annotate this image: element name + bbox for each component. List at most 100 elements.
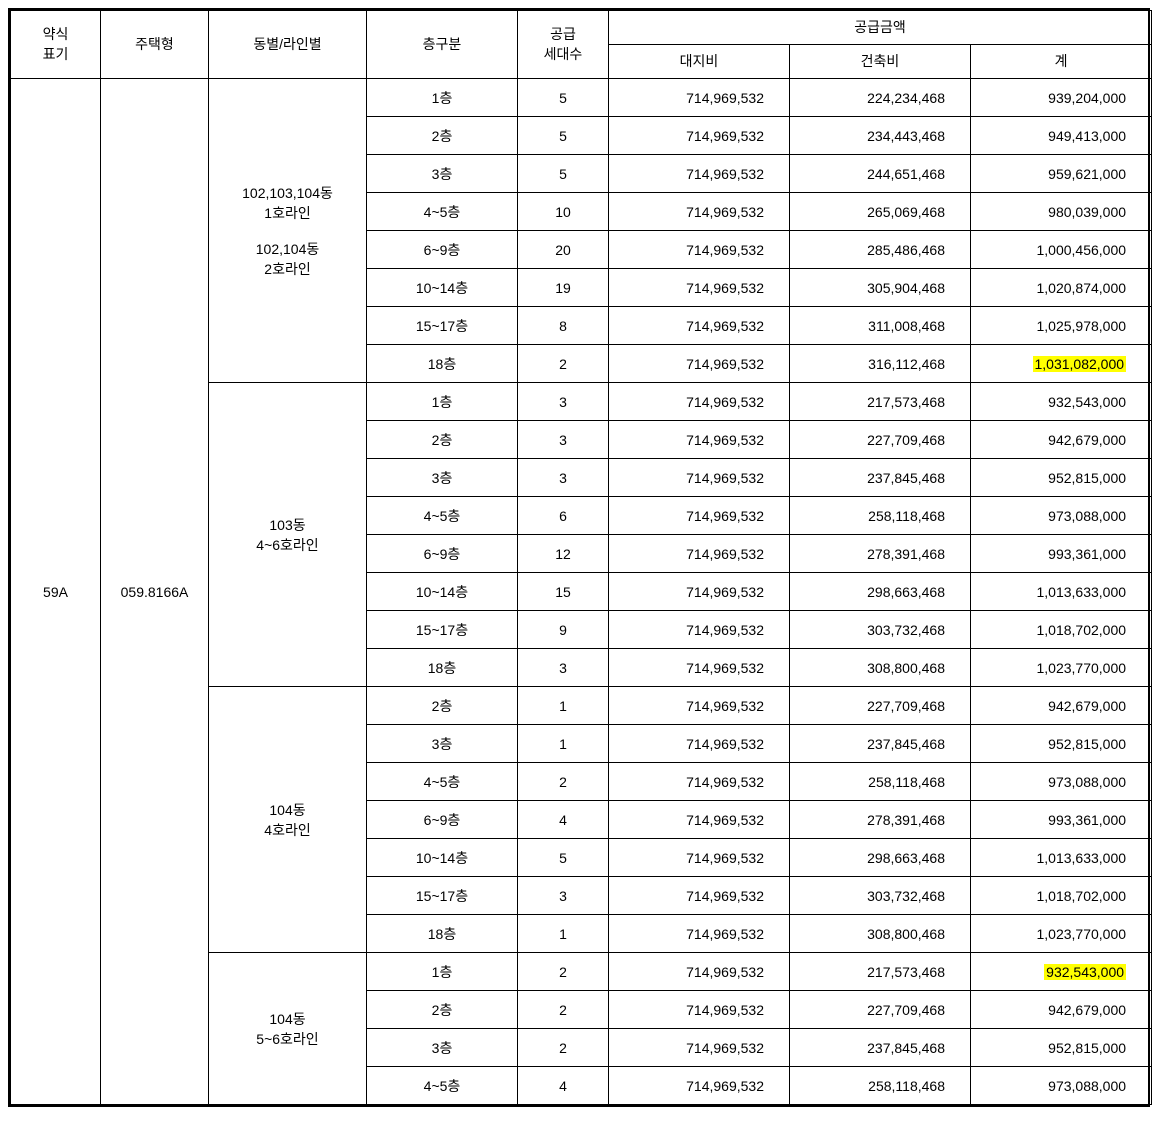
cell-units: 1 [518, 915, 609, 953]
cell-units: 6 [518, 497, 609, 535]
cell-floor: 2층 [367, 991, 518, 1029]
cell-total: 932,543,000 [971, 383, 1152, 421]
cell-floor: 15~17층 [367, 877, 518, 915]
cell-units: 3 [518, 383, 609, 421]
header-total: 계 [971, 45, 1152, 79]
cell-floor: 3층 [367, 459, 518, 497]
cell-total: 932,543,000 [971, 953, 1152, 991]
cell-total: 952,815,000 [971, 725, 1152, 763]
cell-floor: 6~9층 [367, 535, 518, 573]
cell-land: 714,969,532 [609, 193, 790, 231]
cell-total: 942,679,000 [971, 991, 1152, 1029]
cell-build: 237,845,468 [790, 1029, 971, 1067]
cell-units: 1 [518, 687, 609, 725]
cell-total: 1,018,702,000 [971, 611, 1152, 649]
cell-dongline: 102,103,104동1호라인 102,104동2호라인 [209, 79, 367, 383]
cell-floor: 2층 [367, 117, 518, 155]
cell-land: 714,969,532 [609, 421, 790, 459]
cell-floor: 10~14층 [367, 839, 518, 877]
header-short: 약식표기 [11, 11, 101, 79]
cell-land: 714,969,532 [609, 991, 790, 1029]
cell-floor: 2층 [367, 421, 518, 459]
header-floor: 층구분 [367, 11, 518, 79]
cell-land: 714,969,532 [609, 307, 790, 345]
cell-total: 993,361,000 [971, 535, 1152, 573]
cell-land: 714,969,532 [609, 649, 790, 687]
cell-total: 1,023,770,000 [971, 649, 1152, 687]
cell-build: 217,573,468 [790, 953, 971, 991]
cell-build: 265,069,468 [790, 193, 971, 231]
cell-total: 942,679,000 [971, 421, 1152, 459]
cell-total: 1,025,978,000 [971, 307, 1152, 345]
cell-total: 942,679,000 [971, 687, 1152, 725]
table-body: 59A059.8166A102,103,104동1호라인 102,104동2호라… [11, 79, 1152, 1105]
cell-build: 305,904,468 [790, 269, 971, 307]
cell-floor: 18층 [367, 649, 518, 687]
cell-land: 714,969,532 [609, 877, 790, 915]
cell-floor: 4~5층 [367, 193, 518, 231]
cell-total: 1,023,770,000 [971, 915, 1152, 953]
cell-floor: 1층 [367, 953, 518, 991]
cell-land: 714,969,532 [609, 383, 790, 421]
cell-build: 278,391,468 [790, 535, 971, 573]
cell-build: 227,709,468 [790, 991, 971, 1029]
cell-dongline: 103동4~6호라인 [209, 383, 367, 687]
cell-build: 227,709,468 [790, 687, 971, 725]
cell-total: 959,621,000 [971, 155, 1152, 193]
cell-units: 2 [518, 763, 609, 801]
cell-units: 1 [518, 725, 609, 763]
cell-build: 308,800,468 [790, 915, 971, 953]
cell-total: 1,013,633,000 [971, 839, 1152, 877]
cell-land: 714,969,532 [609, 155, 790, 193]
cell-units: 10 [518, 193, 609, 231]
cell-land: 714,969,532 [609, 763, 790, 801]
cell-total: 973,088,000 [971, 497, 1152, 535]
cell-floor: 4~5층 [367, 497, 518, 535]
cell-units: 5 [518, 155, 609, 193]
cell-units: 5 [518, 839, 609, 877]
cell-land: 714,969,532 [609, 687, 790, 725]
cell-total: 949,413,000 [971, 117, 1152, 155]
cell-land: 714,969,532 [609, 1067, 790, 1105]
cell-units: 3 [518, 459, 609, 497]
table-header: 약식표기 주택형 동별/라인별 층구분 공급세대수 공급금액 대지비 건축비 계 [11, 11, 1152, 79]
header-dongline: 동별/라인별 [209, 11, 367, 79]
cell-land: 714,969,532 [609, 535, 790, 573]
cell-units: 20 [518, 231, 609, 269]
cell-total: 939,204,000 [971, 79, 1152, 117]
cell-units: 3 [518, 421, 609, 459]
cell-floor: 6~9층 [367, 231, 518, 269]
cell-land: 714,969,532 [609, 117, 790, 155]
cell-land: 714,969,532 [609, 611, 790, 649]
cell-land: 714,969,532 [609, 79, 790, 117]
cell-land: 714,969,532 [609, 725, 790, 763]
header-supply-group: 공급금액 [609, 11, 1152, 45]
table-row: 59A059.8166A102,103,104동1호라인 102,104동2호라… [11, 79, 1152, 117]
cell-land: 714,969,532 [609, 839, 790, 877]
cell-units: 19 [518, 269, 609, 307]
cell-build: 308,800,468 [790, 649, 971, 687]
cell-units: 4 [518, 801, 609, 839]
cell-floor: 4~5층 [367, 1067, 518, 1105]
cell-total: 952,815,000 [971, 459, 1152, 497]
cell-units: 15 [518, 573, 609, 611]
price-table-wrap: 약식표기 주택형 동별/라인별 층구분 공급세대수 공급금액 대지비 건축비 계… [8, 8, 1150, 1107]
cell-land: 714,969,532 [609, 269, 790, 307]
cell-total: 1,018,702,000 [971, 877, 1152, 915]
cell-build: 244,651,468 [790, 155, 971, 193]
cell-floor: 3층 [367, 155, 518, 193]
cell-floor: 15~17층 [367, 307, 518, 345]
cell-units: 3 [518, 649, 609, 687]
cell-land: 714,969,532 [609, 573, 790, 611]
cell-land: 714,969,532 [609, 497, 790, 535]
header-build: 건축비 [790, 45, 971, 79]
cell-units: 2 [518, 953, 609, 991]
cell-floor: 10~14층 [367, 573, 518, 611]
cell-build: 237,845,468 [790, 725, 971, 763]
cell-floor: 3층 [367, 1029, 518, 1067]
cell-build: 217,573,468 [790, 383, 971, 421]
highlighted-total: 1,031,082,000 [1033, 356, 1127, 372]
cell-total: 1,020,874,000 [971, 269, 1152, 307]
cell-units: 8 [518, 307, 609, 345]
cell-build: 298,663,468 [790, 573, 971, 611]
